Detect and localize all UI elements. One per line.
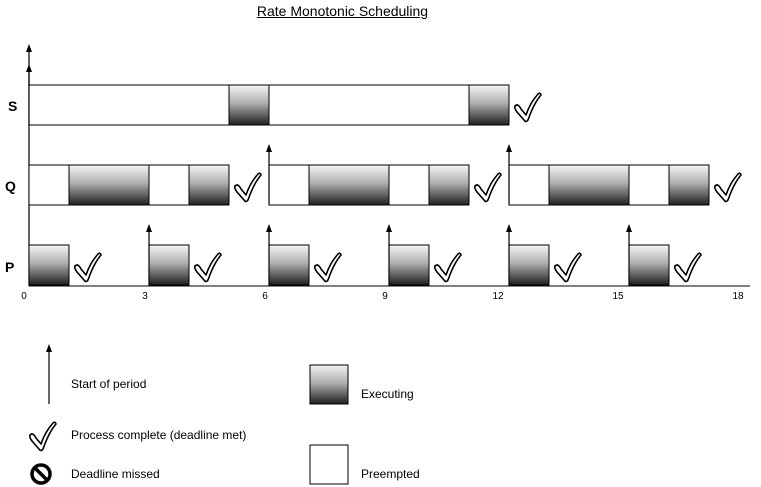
- q-executing-block-3: [428, 164, 470, 206]
- p-check-icon-4: [553, 252, 582, 283]
- p-check-icon-5: [673, 252, 702, 283]
- legend-arrowhead-icon: [46, 344, 52, 352]
- q-executing-block-2: [308, 164, 390, 206]
- q-period-start-arrow-icon-1-head: [506, 144, 512, 152]
- p-check-icon-2: [313, 252, 342, 283]
- legend-executing-label: Executing: [361, 387, 414, 401]
- legend-check-icon: [28, 421, 57, 452]
- p-executing-block-1: [148, 244, 190, 286]
- p-executing-block-3: [388, 244, 430, 286]
- x-tick-9: 9: [382, 291, 388, 302]
- q-check-icon-0: [233, 172, 262, 203]
- row-label-p: P: [5, 259, 14, 275]
- legend-deadline-missed-icon: [30, 463, 52, 485]
- p-executing-block-2: [268, 244, 310, 286]
- x-tick-0: 0: [21, 291, 27, 302]
- s-check-icon-0: [513, 92, 542, 123]
- row-label-s: S: [8, 98, 17, 114]
- p-period-start-arrow-icon-2-head: [386, 224, 392, 232]
- q-executing-block-5: [668, 164, 710, 206]
- p-check-icon-0: [73, 252, 102, 283]
- q-period-start-arrow-icon-0-head: [266, 144, 272, 152]
- p-period-start-arrow-icon-0-head: [146, 224, 152, 232]
- row-label-q: Q: [5, 178, 16, 194]
- legend-process-complete-label: Process complete (deadline met): [71, 428, 247, 442]
- p-period-start-arrow-icon-1-head: [266, 224, 272, 232]
- p-executing-block-4: [508, 244, 550, 286]
- p-executing-block-5: [628, 244, 670, 286]
- q-check-icon-2: [713, 172, 742, 203]
- q-executing-block-1: [188, 164, 230, 206]
- diagram-title: Rate Monotonic Scheduling: [256, 3, 429, 19]
- s-executing-block-1: [468, 84, 510, 126]
- legend-deadline-missed-label: Deadline missed: [71, 467, 160, 481]
- legend-executing-swatch: [309, 364, 349, 405]
- x-tick-12: 12: [492, 291, 504, 302]
- q-check-icon-1: [473, 172, 502, 203]
- p-period-start-arrow-icon-3-head: [506, 224, 512, 232]
- x-tick-3: 3: [142, 291, 148, 302]
- legend-start-of-period-label: Start of period: [71, 377, 147, 391]
- q-executing-block-4: [548, 164, 630, 206]
- p-period-start-arrow-icon-4-head: [626, 224, 632, 232]
- x-tick-18: 18: [732, 291, 744, 302]
- x-tick-15: 15: [612, 291, 624, 302]
- timeline-marks: [26, 64, 742, 286]
- s-period-start-arrow-icon-0-head: [26, 64, 32, 72]
- s-executing-block-0: [228, 84, 270, 126]
- q-executing-block-0: [68, 164, 150, 206]
- p-check-icon-3: [433, 252, 462, 283]
- y-axis-arrow-icon: [26, 44, 32, 52]
- x-tick-6: 6: [262, 291, 268, 302]
- p-executing-block-0: [28, 244, 70, 286]
- legend-preempted-label: Preempted: [361, 467, 420, 481]
- p-check-icon-1: [193, 252, 222, 283]
- legend-preempted-swatch: [309, 444, 349, 485]
